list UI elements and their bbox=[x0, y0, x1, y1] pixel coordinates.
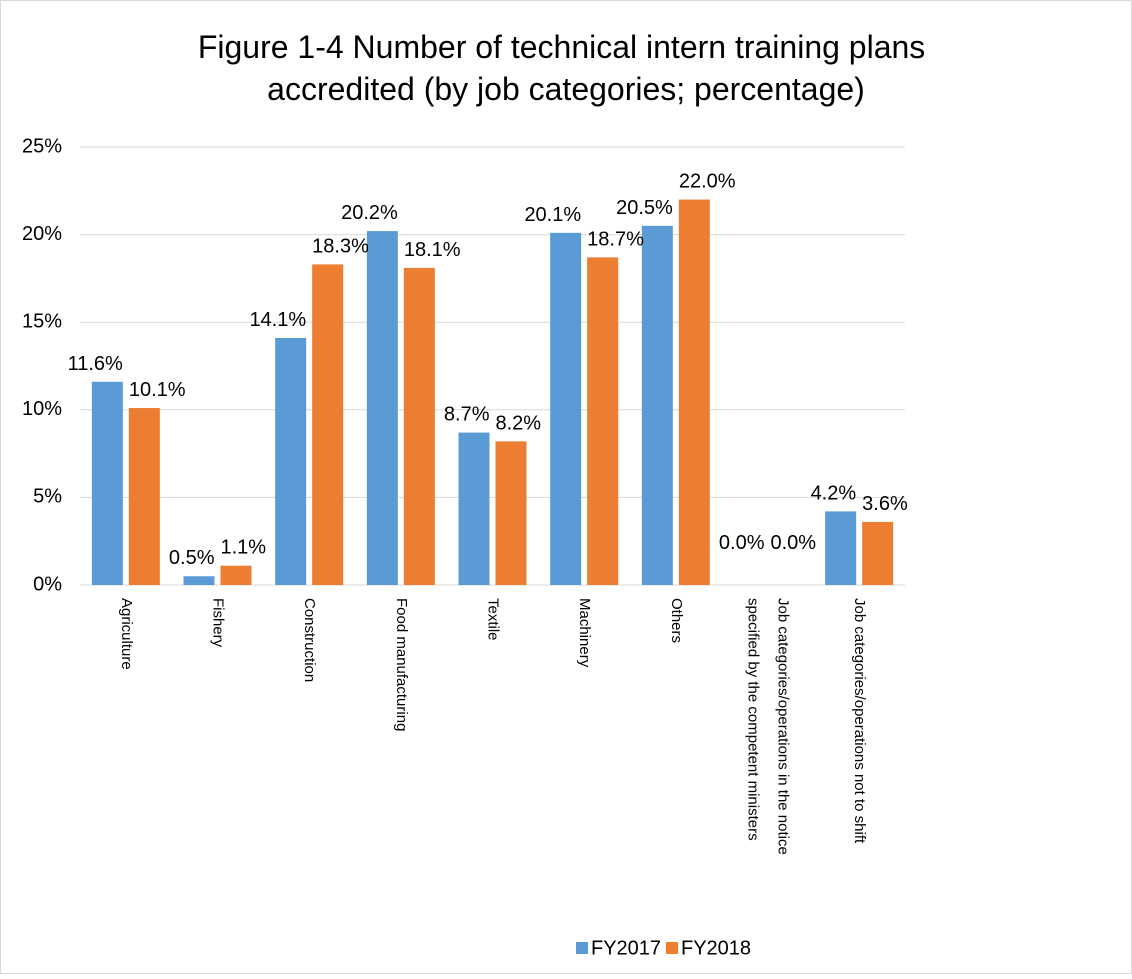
x-tick-label: Food manufacturing bbox=[393, 598, 410, 731]
bar bbox=[862, 521, 894, 585]
value-label: 20.2% bbox=[341, 202, 398, 224]
bar bbox=[641, 225, 673, 585]
value-label: 10.1% bbox=[129, 379, 186, 401]
x-tick-label: Job categories/operations not to shift bbox=[851, 598, 868, 844]
value-label: 1.1% bbox=[221, 537, 267, 559]
value-label: 4.2% bbox=[811, 482, 857, 504]
legend-swatch bbox=[666, 942, 678, 954]
y-tick-label: 0% bbox=[33, 573, 62, 595]
value-label: 18.3% bbox=[312, 235, 369, 257]
value-label: 0.0% bbox=[719, 532, 765, 554]
bar bbox=[366, 231, 398, 585]
value-label: 20.1% bbox=[524, 204, 581, 226]
x-tick-label: Agriculture bbox=[118, 598, 135, 670]
bar bbox=[550, 232, 582, 585]
x-tick-label: Construction bbox=[301, 598, 318, 682]
value-label: 18.7% bbox=[587, 228, 644, 250]
legend-label: FY2018 bbox=[681, 937, 751, 959]
bar bbox=[220, 565, 252, 585]
x-tick-label: Textile bbox=[485, 598, 502, 641]
bar bbox=[403, 267, 435, 585]
bar bbox=[825, 511, 857, 585]
x-tick-label: Job categories/operations in the notice … bbox=[745, 598, 792, 859]
value-label: 3.6% bbox=[862, 493, 908, 515]
bar bbox=[183, 576, 215, 585]
value-label: 18.1% bbox=[404, 239, 461, 261]
x-tick-label: Machinery bbox=[576, 598, 593, 668]
bar bbox=[458, 432, 490, 585]
legend-label: FY2017 bbox=[591, 937, 661, 959]
bar bbox=[678, 199, 710, 585]
value-label: 14.1% bbox=[249, 309, 306, 331]
y-tick-label: 25% bbox=[22, 135, 62, 157]
value-label: 20.5% bbox=[616, 197, 673, 219]
x-tick-label: Others bbox=[668, 598, 685, 643]
value-label: 0.5% bbox=[169, 547, 215, 569]
bar bbox=[495, 441, 527, 585]
bar bbox=[312, 264, 344, 585]
value-label: 8.7% bbox=[444, 404, 490, 426]
chart-title: Figure 1-4 Number of technical intern tr… bbox=[198, 29, 934, 107]
y-tick-label: 15% bbox=[22, 310, 62, 332]
y-tick-label: 5% bbox=[33, 486, 62, 508]
value-label: 22.0% bbox=[679, 171, 736, 193]
legend-swatch bbox=[576, 942, 588, 954]
y-tick-label: 20% bbox=[22, 223, 62, 245]
bar bbox=[128, 408, 160, 585]
bar bbox=[91, 381, 123, 585]
value-label: 8.2% bbox=[496, 412, 542, 434]
x-tick-label: Fishery bbox=[210, 598, 227, 648]
bar bbox=[587, 257, 619, 585]
value-label: 0.0% bbox=[771, 532, 817, 554]
value-label: 11.6% bbox=[68, 353, 123, 375]
y-tick-label: 10% bbox=[22, 398, 62, 420]
bar bbox=[275, 337, 307, 585]
